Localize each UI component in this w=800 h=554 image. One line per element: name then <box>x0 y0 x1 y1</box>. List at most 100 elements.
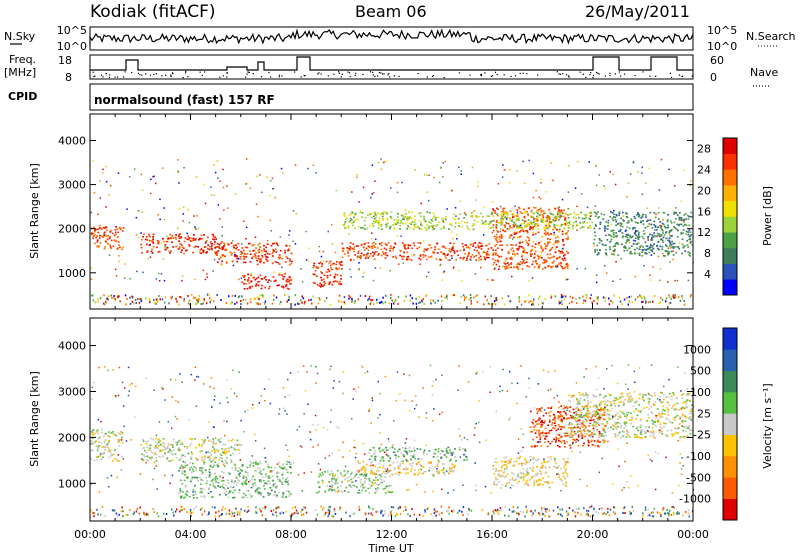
heatmap-cell <box>419 212 422 214</box>
heatmap-cell <box>617 243 620 245</box>
heatmap-cell <box>497 268 500 270</box>
heatmap-cell <box>340 278 342 280</box>
heatmap-cell <box>604 225 607 228</box>
heatmap-cell <box>226 185 228 187</box>
heatmap-cell <box>680 219 683 221</box>
heatmap-cell <box>511 244 514 246</box>
heatmap-cell <box>252 485 255 487</box>
heatmap-cell <box>626 233 629 236</box>
heatmap-cell <box>481 509 483 512</box>
heatmap-cell <box>562 252 564 254</box>
heatmap-cell <box>560 296 563 299</box>
heatmap-cell <box>554 462 557 465</box>
heatmap-cell <box>373 253 376 256</box>
heatmap-cell <box>632 160 635 163</box>
heatmap-cell <box>412 462 414 464</box>
heatmap-cell <box>435 470 438 472</box>
heatmap-cell <box>236 479 239 481</box>
heatmap-cell <box>237 296 240 299</box>
heatmap-cell <box>531 263 534 266</box>
heatmap-cell <box>531 253 533 256</box>
heatmap-cell <box>543 507 545 510</box>
heatmap-cell <box>101 172 104 174</box>
heatmap-cell <box>472 243 475 245</box>
heatmap-cell <box>628 241 631 244</box>
heatmap-cell <box>510 234 513 237</box>
heatmap-cell <box>537 216 540 219</box>
heatmap-cell <box>260 510 262 513</box>
heatmap-cell <box>343 253 346 255</box>
heatmap-cell <box>592 242 595 245</box>
heatmap-cell <box>621 225 624 228</box>
heatmap-cell <box>513 215 515 218</box>
heatmap-cell <box>462 514 464 517</box>
heatmap-cell <box>687 233 690 236</box>
heatmap-cell <box>584 267 587 270</box>
heatmap-cell <box>261 256 264 259</box>
heatmap-cell <box>630 295 633 298</box>
heatmap-cell <box>175 238 177 240</box>
heatmap-cell <box>472 223 475 225</box>
heatmap-cell <box>525 474 527 476</box>
heatmap-cell <box>236 481 239 484</box>
heatmap-cell <box>269 470 271 472</box>
heatmap-cell <box>228 447 231 449</box>
heatmap-cell <box>104 446 107 449</box>
heatmap-cell <box>407 244 410 247</box>
heatmap-cell <box>689 242 692 244</box>
heatmap-cell <box>437 450 440 453</box>
heatmap-cell <box>508 481 510 484</box>
heatmap-cell <box>351 481 353 483</box>
heatmap-cell <box>281 483 284 485</box>
heatmap-cell <box>614 183 617 186</box>
heatmap-cell <box>452 237 454 240</box>
heatmap-cell <box>341 256 344 259</box>
heatmap-cell <box>290 252 293 255</box>
heatmap-cell <box>139 298 141 300</box>
heatmap-cell <box>596 281 598 284</box>
heatmap-cell <box>440 295 443 298</box>
heatmap-cell <box>204 469 207 472</box>
heatmap-cell <box>200 467 202 469</box>
heatmap-cell <box>453 252 456 254</box>
heatmap-cell <box>464 449 466 451</box>
heatmap-cell <box>532 303 535 306</box>
heatmap-cell <box>268 494 271 496</box>
heatmap-cell <box>344 221 347 223</box>
heatmap-cell <box>546 215 549 217</box>
heatmap-cell <box>682 246 685 248</box>
heatmap-cell <box>362 460 365 463</box>
nave-dot <box>634 75 636 77</box>
heatmap-cell <box>382 459 385 462</box>
heatmap-cell <box>406 256 409 259</box>
heatmap-cell <box>188 444 191 447</box>
heatmap-cell <box>237 470 240 472</box>
heatmap-cell <box>628 300 630 303</box>
heatmap-cell <box>430 513 432 516</box>
heatmap-cell <box>645 182 647 184</box>
heatmap-cell <box>142 440 145 442</box>
heatmap-cell <box>544 297 546 300</box>
heatmap-cell <box>477 181 479 183</box>
heatmap-cell <box>349 245 352 248</box>
heatmap-cell <box>501 216 503 218</box>
heatmap-cell <box>193 246 196 249</box>
heatmap-cell <box>503 460 506 463</box>
heatmap-cell <box>191 293 193 296</box>
heatmap-cell <box>346 247 349 249</box>
heatmap-cell <box>231 467 234 469</box>
nave-dot <box>393 75 395 77</box>
heatmap-cell <box>375 490 377 493</box>
heatmap-cell <box>594 234 597 237</box>
heatmap-cell <box>322 260 325 263</box>
heatmap-cell <box>255 511 257 514</box>
heatmap-cell <box>151 252 154 254</box>
heatmap-cell <box>212 442 215 444</box>
heatmap-cell <box>516 266 519 268</box>
heatmap-cell <box>644 508 647 511</box>
heatmap-cell <box>348 214 351 217</box>
heatmap-cell <box>343 214 346 216</box>
heatmap-cell <box>538 264 541 266</box>
heatmap-cell <box>213 300 215 303</box>
heatmap-cell <box>380 248 383 251</box>
